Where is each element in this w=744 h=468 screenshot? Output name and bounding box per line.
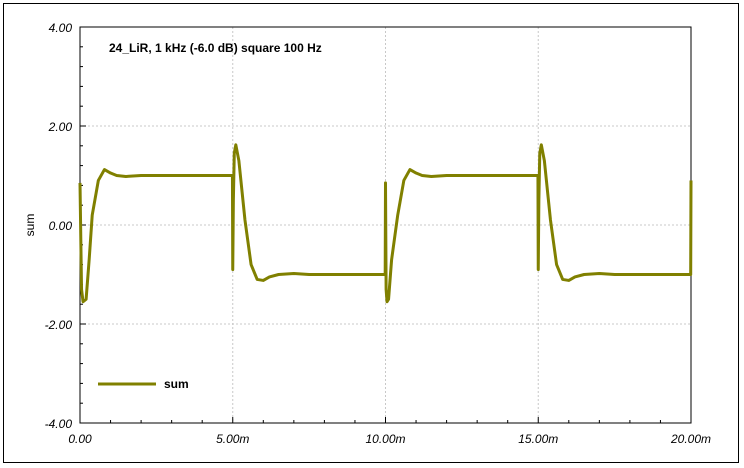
chart-title: 24_LiR, 1 kHz (-6.0 dB) square 100 Hz: [109, 41, 322, 55]
y-tick-label: -2.00: [45, 318, 73, 332]
y-tick-label: -4.00: [45, 417, 73, 431]
legend: sum: [98, 377, 189, 391]
x-axis-ticks: 0.00 5.00m 10.00m 15.00m 20.00m: [68, 417, 711, 446]
x-tick-label: 20.00m: [670, 432, 711, 446]
y-axis-label: sum: [23, 214, 37, 237]
y-tick-label: 0.00: [49, 219, 73, 233]
y-tick-label: 2.00: [48, 120, 73, 134]
y-tick-label: 4.00: [49, 21, 73, 35]
x-tick-label: 10.00m: [365, 432, 405, 446]
x-tick-label: 15.00m: [518, 432, 558, 446]
x-tick-label: 5.00m: [216, 432, 249, 446]
legend-label-sum: sum: [164, 377, 189, 391]
series-group: [78, 143, 693, 304]
chart-frame: [3, 3, 739, 463]
x-tick-label: 0.00: [68, 432, 92, 446]
y-axis-ticks: 4.00 2.00 0.00 -2.00 -4.00: [45, 21, 86, 431]
series-line-sum: [78, 143, 693, 304]
